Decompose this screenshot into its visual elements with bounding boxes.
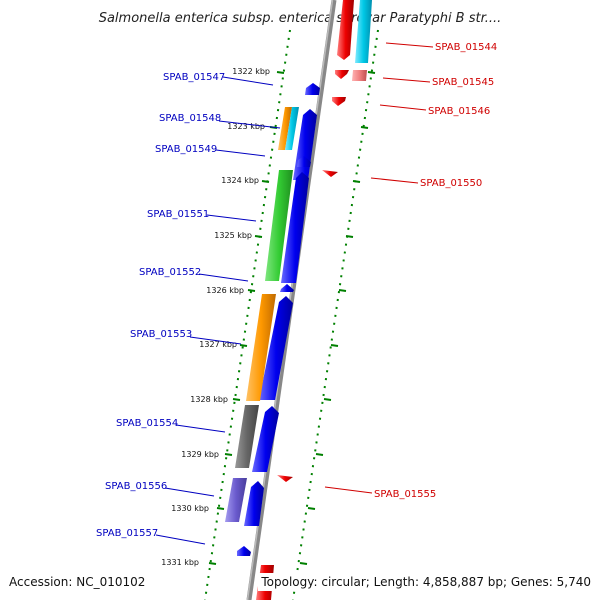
outer-tick: [299, 562, 308, 565]
scale-tick-label: 1326 kbp: [206, 286, 244, 295]
gene-arrow-spab-01544[interactable]: [337, 0, 354, 60]
leader-line: [324, 486, 373, 494]
gene-label-spab-01554[interactable]: SPAB_01554: [116, 418, 178, 429]
gene-arrow-spab-01553[interactable]: [259, 296, 293, 400]
scale-tick-label: 1325 kbp: [214, 231, 252, 240]
cog-block-spab-01553: [246, 294, 276, 401]
scale-tick-label: 1329 kbp: [181, 450, 219, 459]
gene-arrow-spab-01546[interactable]: [332, 97, 346, 106]
leader-line: [370, 177, 419, 184]
scale-tick-label: 1331 kbp: [161, 558, 199, 567]
leader-line: [218, 120, 281, 129]
cog-block-spab-01544: [355, 0, 372, 63]
forward-gene-labels: SPAB_01547 SPAB_01548 SPAB_01549 SPAB_01…: [96, 72, 281, 545]
leader-line: [189, 336, 242, 345]
gene-arrow-spab-01547[interactable]: [305, 83, 320, 95]
outer-tick: [330, 344, 339, 347]
scale-tick: [208, 562, 217, 565]
footer-topology-bg: [258, 573, 596, 591]
gene-label-spab-01549[interactable]: SPAB_01549: [155, 144, 217, 155]
scale-tick: [224, 453, 233, 456]
gene-label-spab-01557[interactable]: SPAB_01557: [96, 528, 158, 539]
gene-label-spab-01552[interactable]: SPAB_01552: [139, 267, 201, 278]
scale-tick: [247, 289, 256, 292]
leader-line: [206, 214, 257, 222]
gene-label-spab-01556[interactable]: SPAB_01556: [105, 481, 167, 492]
outer-tick: [323, 398, 332, 401]
leader-line: [379, 104, 427, 111]
map-title: Salmonella enterica subsp. enterica sero…: [99, 11, 502, 26]
scale-tick-label: 1323 kbp: [227, 122, 265, 131]
gene-label-spab-01545[interactable]: SPAB_01545: [432, 77, 494, 88]
scale-tick: [276, 71, 285, 74]
scale-tick-label: 1328 kbp: [190, 395, 228, 404]
gene-label-spab-01553[interactable]: SPAB_01553: [130, 329, 192, 340]
scale-tick: [254, 235, 263, 238]
leader-line: [382, 77, 431, 83]
outer-tick: [352, 180, 361, 183]
leader-line: [175, 424, 226, 433]
gene-arrow-spab-01557[interactable]: [237, 546, 251, 556]
outer-tick: [345, 235, 354, 238]
gene-arrow-spab-01545[interactable]: [335, 70, 349, 79]
gene-arrow-spab-01554[interactable]: [252, 406, 279, 472]
gene-arrow-spab-01549[interactable]: [297, 156, 311, 167]
outer-tick: [307, 507, 316, 510]
outer-tick: [360, 126, 369, 129]
gene-label-spab-01548[interactable]: SPAB_01548: [159, 113, 221, 124]
gene-label-spab-01551[interactable]: SPAB_01551: [147, 209, 209, 220]
cog-block-spab-01548-orange: [278, 107, 292, 150]
footer-topology: Topology: circular; Length: 4,858,887 bp…: [260, 575, 591, 589]
gene-arrow-spab-01555[interactable]: [277, 475, 293, 482]
outer-tick: [367, 71, 376, 74]
gene-arrow-spab-01552[interactable]: [280, 284, 294, 292]
scale-tick: [261, 180, 270, 183]
scale-tick-label: 1324 kbp: [221, 176, 259, 185]
gene-label-spab-01547[interactable]: SPAB_01547: [163, 72, 225, 83]
leader-line: [222, 76, 274, 86]
outer-dotted-guide: [292, 29, 379, 600]
scale-tick: [216, 507, 225, 510]
forward-strand-genes: [225, 83, 320, 556]
gene-arrow-spab-01556[interactable]: [244, 481, 264, 526]
footer-accession: Accession: NC_010102: [9, 575, 145, 589]
cog-block-spab-01548-cyan: [285, 107, 299, 150]
scale-tick-label: 1330 kbp: [171, 504, 209, 513]
reverse-gene-labels: SPAB_01544 SPAB_01545 SPAB_01546 SPAB_01…: [324, 42, 497, 500]
gene-label-spab-01546[interactable]: SPAB_01546: [428, 106, 490, 117]
gene-label-spab-01550[interactable]: SPAB_01550: [420, 178, 482, 189]
inner-dotted-guide: [204, 29, 291, 600]
scale-tick-label: 1327 kbp: [199, 340, 237, 349]
scale-tick: [232, 398, 241, 401]
gene-arrow-spab-01550[interactable]: [322, 170, 338, 177]
gene-arrow-spab-01551[interactable]: [281, 172, 309, 283]
leader-line: [385, 42, 434, 48]
scale-tick: [239, 344, 248, 347]
outer-tick: [338, 289, 347, 292]
cog-block-spab-01556: [225, 478, 247, 522]
cog-block-spab-01551: [265, 170, 293, 281]
cog-block-spab-01554: [235, 405, 259, 468]
leader-line: [155, 534, 206, 545]
outer-tick: [315, 453, 324, 456]
scale-tick-label: 1322 kbp: [232, 67, 270, 76]
leader-line: [215, 149, 266, 157]
genome-backbone: [246, 0, 337, 600]
cog-block-spab-01545: [352, 70, 367, 81]
gene-label-spab-01544[interactable]: SPAB_01544: [435, 42, 497, 53]
leader-line: [164, 487, 215, 497]
gene-label-spab-01555[interactable]: SPAB_01555: [374, 489, 436, 500]
scale-ticks: 1322 kbp 1323 kbp 1324 kbp 1325 kbp 1326…: [161, 67, 376, 567]
leader-line: [198, 273, 249, 282]
footer-accession-bg: [6, 573, 156, 591]
